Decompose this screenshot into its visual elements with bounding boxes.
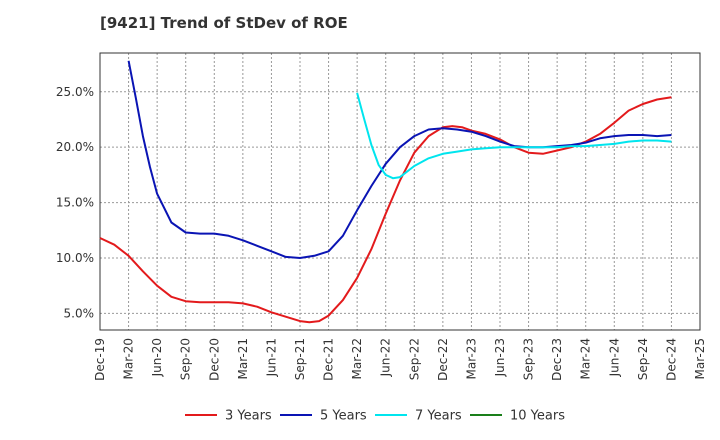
x-tick-label: Jun-21 (264, 338, 278, 377)
legend-label: 5 Years (320, 409, 367, 424)
y-tick-label: 5.0% (64, 306, 95, 320)
legend-label: 3 Years (225, 409, 272, 424)
x-axis: Dec-19 Mar-20 Jun-20 Sep-20 Dec-20 Mar-21 Jun-… (93, 338, 707, 381)
x-tick-label: Jun-22 (379, 338, 393, 377)
y-axis: 5.0% 10.0% 15.0% 20.0% 25.0% (56, 85, 94, 321)
x-tick-label: Sep-23 (522, 338, 536, 380)
x-tick-label: Mar-23 (464, 338, 478, 379)
x-tick-label: Dec-22 (436, 338, 450, 381)
x-tick-label: Dec-21 (322, 338, 336, 381)
y-tick-label: 25.0% (56, 85, 94, 99)
x-tick-label: Jun-24 (607, 338, 621, 377)
y-tick-label: 20.0% (56, 140, 94, 154)
legend-label: 10 Years (510, 409, 565, 424)
legend: 3 Years 5 Years 7 Years 10 Years (185, 409, 565, 424)
x-tick-label: Dec-23 (550, 338, 564, 381)
x-tick-label: Mar-24 (579, 338, 593, 379)
x-tick-label: Jun-23 (493, 338, 507, 377)
series-line-7-years (356, 92, 672, 180)
legend-label: 7 Years (415, 409, 462, 424)
x-tick-label: Sep-22 (407, 338, 421, 380)
y-tick-label: 15.0% (56, 196, 94, 210)
x-tick-label: Mar-20 (122, 338, 136, 379)
series-line-5-years (127, 60, 672, 259)
x-tick-label: Dec-19 (93, 338, 107, 381)
x-tick-label: Sep-21 (293, 338, 307, 380)
series-line-3-years (99, 96, 672, 324)
x-tick-label: Dec-24 (664, 338, 678, 381)
chart-title: [9421] Trend of StDev of ROE (100, 14, 348, 32)
x-tick-label: Sep-20 (179, 338, 193, 380)
series-lines (99, 60, 672, 324)
x-tick-label: Dec-20 (207, 338, 221, 381)
x-tick-label: Jun-20 (150, 338, 164, 377)
x-tick-label: Mar-25 (693, 338, 707, 379)
y-tick-label: 10.0% (56, 251, 94, 265)
plot-frame (99, 52, 701, 331)
x-tick-label: Mar-22 (350, 338, 364, 379)
grid (100, 53, 700, 330)
x-tick-label: Sep-24 (636, 338, 650, 380)
x-tick-label: Mar-21 (236, 338, 250, 379)
